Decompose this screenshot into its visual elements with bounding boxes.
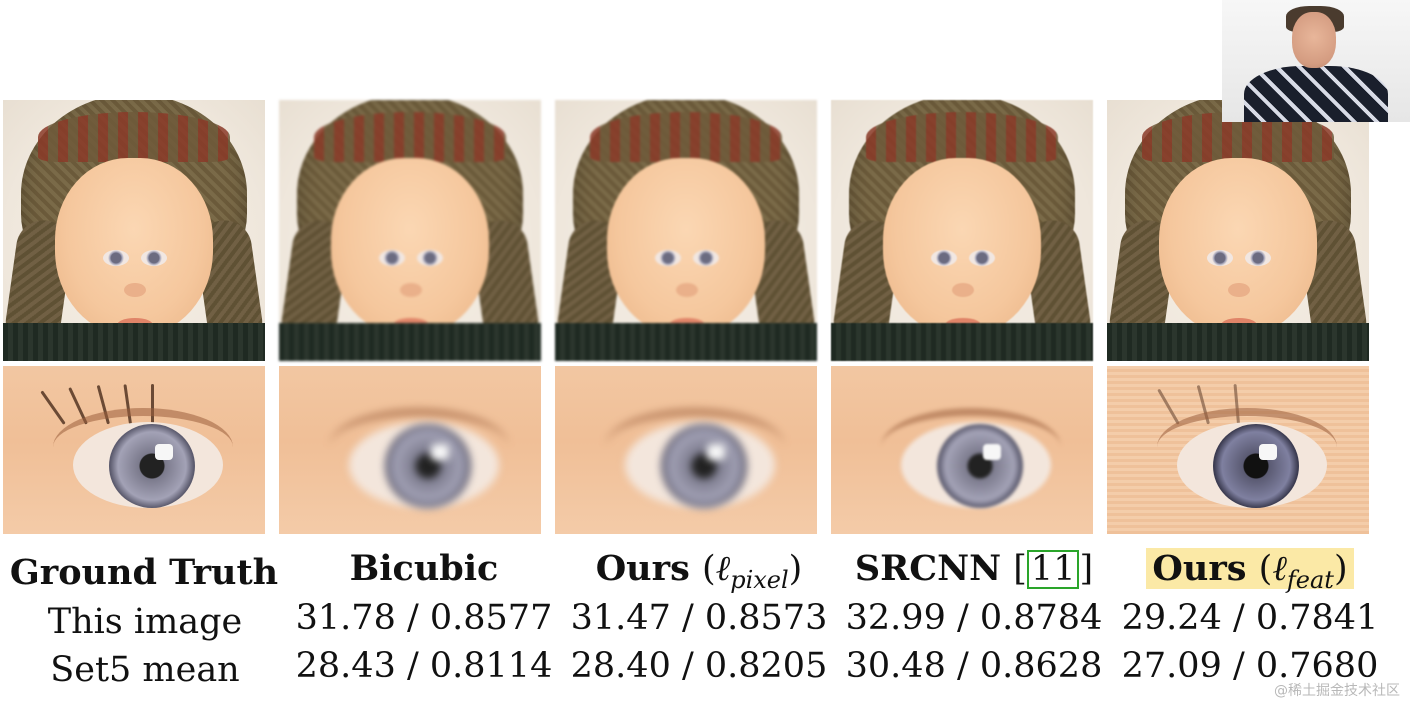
face-image-ours-feat [1107,100,1369,361]
open-bracket: [ [1013,549,1027,589]
eye-crop-ground-truth [3,366,265,534]
eye-crop-srcnn [831,366,1093,534]
subscript-pixel: pixel [730,566,789,594]
sweater [831,323,1093,361]
value-ours-pixel-this-image: 31.47 / 0.8573 [570,598,828,638]
hat-band [590,112,782,162]
eye-right [417,250,443,266]
eyelid [329,408,509,486]
value-ours-feat-set5-mean: 27.09 / 0.7680 [1121,646,1379,686]
nose [124,283,146,297]
eye-right [693,250,719,266]
iris [1213,424,1299,508]
eye-glint [707,444,725,460]
row-label-this-image: This image [47,602,243,642]
label-ours-feat: Ours (ℓfeat) [1100,548,1400,594]
eye-glint [155,444,173,460]
eyelash [151,384,154,424]
value-ours-feat-this-image: 29.24 / 0.7841 [1121,598,1379,638]
sweater [1107,323,1369,361]
eye-crop-ours-feat [1107,366,1369,534]
label-ground-truth: Ground Truth [0,552,294,593]
citation-link[interactable]: 11 [1026,550,1080,589]
value-srcnn-this-image: 32.99 / 0.8784 [845,598,1103,638]
face-image-srcnn [831,100,1093,361]
row-label-set5-mean: Set5 mean [50,650,240,690]
eye-glint [431,444,449,460]
face-image-ground-truth [3,100,265,361]
nose [676,283,698,297]
eyelid [605,408,785,486]
iris [385,424,471,508]
face-image-bicubic [279,100,541,361]
value-bicubic-this-image: 31.78 / 0.8577 [295,598,553,638]
label-ours-pixel-text: Ours [595,548,690,589]
label-bicubic-text: Bicubic [349,548,499,589]
label-ours-feat-text: Ours [1152,548,1247,589]
open-paren: ( [701,549,716,589]
nose [400,283,422,297]
nose [1228,283,1250,297]
watermark-text: @稀土掘金技术社区 [1274,683,1400,699]
presenter-head [1292,12,1336,68]
ell-symbol: ℓ [1272,549,1287,589]
value-ours-pixel-set5-mean: 28.40 / 0.8205 [570,646,828,686]
eye-crop-ours-pixel [555,366,817,534]
eye-crop-bicubic [279,366,541,534]
close-bracket: ] [1079,549,1094,589]
hat-band [866,112,1058,162]
highlighted-label: Ours (ℓfeat) [1146,548,1354,594]
nose [952,283,974,297]
baby-face [331,158,489,336]
eyelid [1157,408,1337,486]
hat-band [38,112,230,162]
eyelid [881,408,1061,486]
sweater [3,323,265,361]
sweater [555,323,817,361]
iris [109,424,195,508]
eye-left [931,250,957,266]
label-srcnn: SRCNN [11] [824,548,1124,589]
eyelid [53,408,233,486]
iris [937,424,1023,508]
presenter-webcam [1222,0,1410,122]
baby-face [1159,158,1317,336]
eye-glint [983,444,1001,460]
close-paren: ) [1333,549,1348,589]
eye-left [103,250,129,266]
eye-left [379,250,405,266]
eyelash [1157,388,1180,425]
subscript-feat: feat [1286,566,1334,594]
value-bicubic-set5-mean: 28.43 / 0.8114 [295,646,553,686]
eye-right [1245,250,1271,266]
label-bicubic: Bicubic [274,548,574,589]
open-paren: ( [1258,549,1273,589]
baby-face [883,158,1041,336]
close-paren: ) [788,549,803,589]
eye-left [1207,250,1233,266]
hat-band [314,112,506,162]
baby-face [607,158,765,336]
iris [661,424,747,508]
value-srcnn-set5-mean: 30.48 / 0.8628 [845,646,1103,686]
eye-glint [1259,444,1277,460]
baby-face [55,158,213,336]
sweater [279,323,541,361]
eye-right [969,250,995,266]
face-image-ours-pixel [555,100,817,361]
eye-left [655,250,681,266]
ell-symbol: ℓ [715,549,731,589]
label-ground-truth-text: Ground Truth [9,552,279,593]
eye-right [141,250,167,266]
label-ours-pixel: Ours (ℓpixel) [549,548,849,594]
presenter-shirt [1244,66,1388,122]
eyelash [40,390,66,425]
label-srcnn-text: SRCNN [854,548,1002,589]
